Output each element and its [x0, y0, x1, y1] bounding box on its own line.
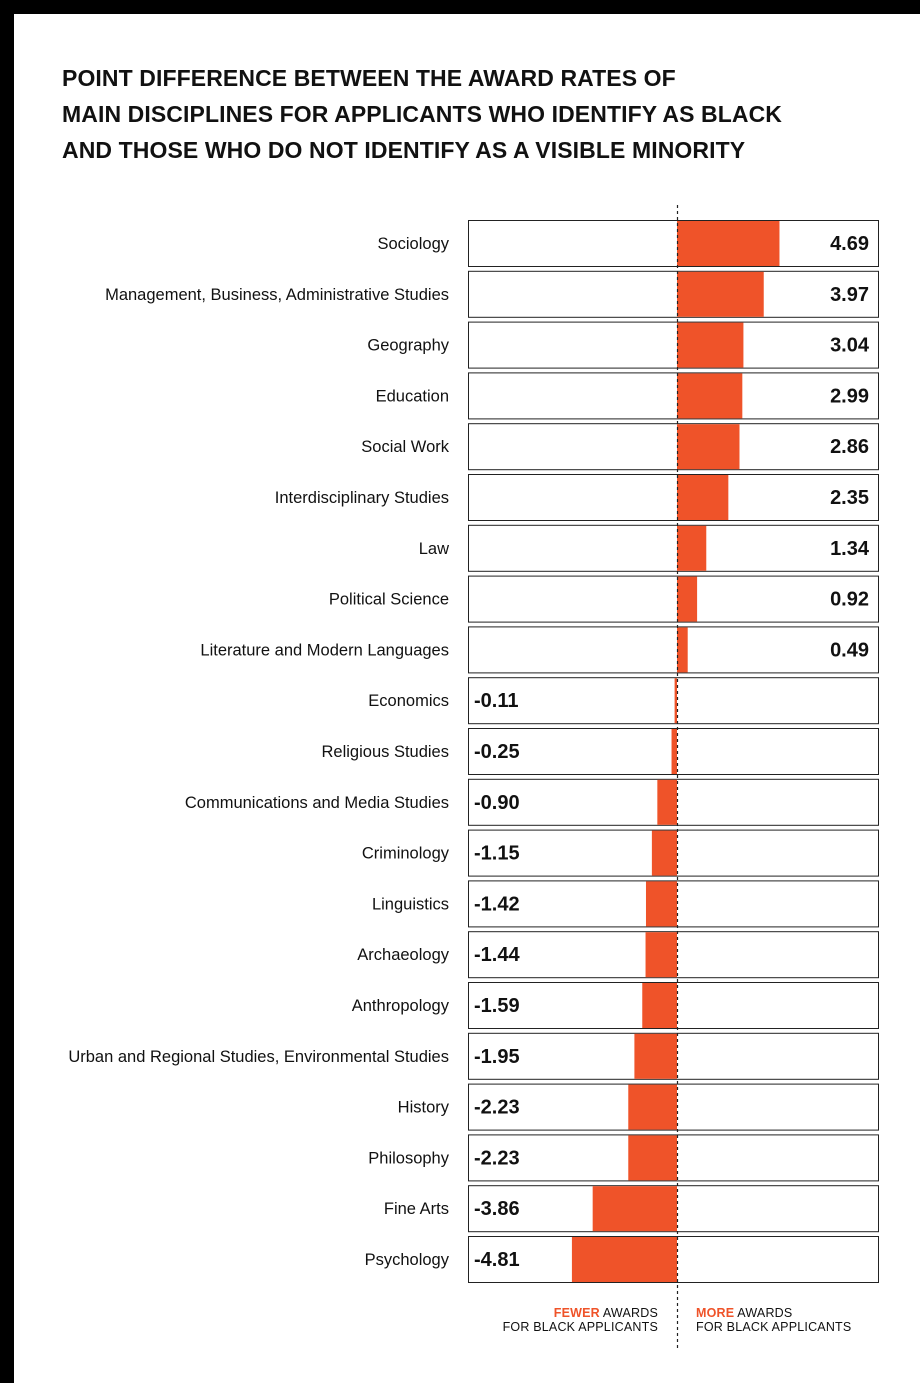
bar-track [468, 321, 879, 369]
bar [677, 475, 729, 520]
bar-track [468, 423, 879, 471]
bar [571, 1237, 677, 1282]
bar-track [468, 575, 879, 623]
data-label: 3.04 [830, 335, 870, 357]
bar-track [468, 524, 879, 572]
bar-track [468, 474, 879, 521]
data-label: -1.42 [474, 893, 520, 915]
category-label: Religious Studies [322, 743, 450, 761]
data-label: -1.44 [474, 944, 520, 966]
data-label: 0.49 [830, 639, 869, 661]
legend-fewer-highlight: FEWER [553, 1306, 600, 1320]
category-label: Sociology [377, 235, 449, 253]
bar [634, 1033, 677, 1079]
data-label: 4.69 [830, 233, 869, 255]
bar [677, 627, 688, 673]
data-label: 2.86 [830, 436, 869, 458]
category-label: Political Science [329, 591, 449, 609]
data-label: -3.86 [474, 1198, 520, 1220]
category-label: Fine Arts [384, 1200, 449, 1218]
title-line-2: MAIN DISCIPLINES FOR APPLICANTS WHO IDEN… [62, 101, 783, 127]
bar [645, 881, 677, 927]
data-label: -4.81 [474, 1249, 520, 1271]
bar [677, 322, 744, 368]
bar-track [468, 270, 879, 318]
category-label: Geography [367, 337, 449, 355]
data-label: -0.11 [474, 690, 518, 712]
bar [677, 576, 698, 622]
category-label: Anthropology [352, 997, 450, 1015]
category-label: Linguistics [372, 895, 449, 913]
data-label: -1.15 [474, 843, 520, 865]
bar-track [468, 372, 879, 420]
data-label: -1.59 [474, 995, 520, 1017]
category-label: Urban and Regional Studies, Environmenta… [68, 1048, 449, 1066]
category-label: Social Work [361, 438, 449, 456]
category-label: Psychology [365, 1251, 450, 1269]
bar [657, 779, 677, 825]
data-label: -2.23 [474, 1147, 520, 1169]
legend-fewer-line2: FOR BLACK APPLICANTS [502, 1320, 658, 1334]
bar [677, 221, 780, 266]
data-label: 3.97 [830, 284, 869, 306]
legend-more-rest: AWARDS [734, 1306, 793, 1320]
data-label: -1.95 [474, 1046, 520, 1068]
data-label: -0.25 [474, 741, 520, 763]
chart-title: POINT DIFFERENCE BETWEEN THE AWARD RATES… [62, 60, 882, 168]
title-line-3: AND THOSE WHO DO NOT IDENTIFY AS A VISIB… [62, 137, 746, 163]
bar [645, 932, 677, 978]
bar [677, 373, 743, 419]
legend-fewer-awards: FEWER AWARDS FOR BLACK APPLICANTS [480, 1306, 658, 1334]
category-label: Archaeology [357, 946, 449, 964]
category-label: History [398, 1099, 450, 1117]
data-label: 2.35 [830, 487, 869, 509]
category-label: Philosophy [368, 1149, 449, 1167]
data-label: 1.34 [830, 538, 870, 560]
bar [674, 678, 677, 724]
bar [677, 271, 764, 317]
bar [671, 729, 677, 774]
bar [677, 525, 707, 571]
data-label: -2.23 [474, 1097, 520, 1119]
data-label: 2.99 [830, 385, 869, 407]
bar [642, 983, 677, 1028]
category-label: Law [419, 540, 449, 558]
title-line-1: POINT DIFFERENCE BETWEEN THE AWARD RATES… [62, 65, 676, 91]
legend-fewer-rest: AWARDS [599, 1306, 658, 1320]
data-label: -0.90 [474, 792, 520, 814]
bar [628, 1084, 677, 1130]
category-label: Criminology [362, 845, 450, 863]
category-label: Management, Business, Administrative Stu… [105, 286, 449, 304]
category-label: Education [376, 387, 449, 405]
bar [677, 424, 740, 470]
category-label: Economics [368, 692, 449, 710]
bar-track [468, 677, 879, 725]
data-label: 0.92 [830, 589, 869, 611]
legend-more-highlight: MORE [696, 1306, 735, 1320]
legend-more-line2: FOR BLACK APPLICANTS [696, 1320, 852, 1334]
category-label: Interdisciplinary Studies [275, 489, 449, 507]
bar [651, 830, 677, 876]
category-label: Communications and Media Studies [185, 794, 449, 812]
bar-track [468, 220, 879, 267]
legend-more-awards: MORE AWARDS FOR BLACK APPLICANTS [696, 1306, 896, 1334]
bar-track [468, 626, 879, 674]
bar [592, 1186, 677, 1232]
bar [628, 1135, 677, 1181]
category-label: Literature and Modern Languages [200, 641, 449, 659]
